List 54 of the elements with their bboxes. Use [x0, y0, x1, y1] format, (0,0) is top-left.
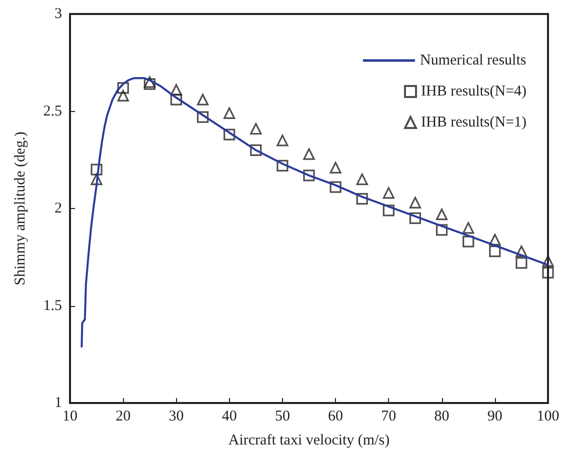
point: [196, 94, 209, 106]
x-tick-label: 40: [222, 408, 237, 424]
point: [489, 245, 501, 258]
y-tick-label: 3: [54, 6, 62, 22]
x-axis-title: Aircraft taxi velocity (m/s): [228, 432, 390, 448]
point: [90, 164, 102, 176]
x-tick-label: 70: [381, 408, 396, 424]
point: [90, 174, 102, 186]
x-tick-label: 100: [536, 408, 560, 424]
point: [170, 84, 182, 96]
point: [276, 134, 288, 146]
point: [224, 107, 236, 119]
x-tick-label: 60: [328, 408, 344, 424]
legend-label: Numerical results: [420, 52, 526, 68]
point: [250, 144, 262, 156]
point: [250, 122, 262, 135]
x-tick-label: 50: [274, 408, 290, 424]
point: [409, 212, 422, 224]
point: [276, 160, 288, 172]
point: [356, 192, 368, 205]
point: [542, 255, 554, 267]
point: [170, 94, 182, 106]
point: [196, 111, 209, 123]
legend-label: IHB results(N=1): [421, 114, 527, 130]
point: [516, 245, 528, 258]
point: [436, 224, 448, 236]
point: [462, 222, 474, 234]
point: [542, 266, 554, 278]
point: [489, 234, 501, 246]
point: [516, 257, 528, 269]
point: [117, 90, 129, 102]
y-tick-label: 2.5: [43, 103, 62, 120]
y-tick-label: 1.5: [43, 298, 62, 314]
point: [224, 128, 236, 140]
legend-label: IHB results(N=4): [421, 84, 527, 100]
point: [462, 236, 474, 248]
x-tick-label: 10: [62, 408, 78, 424]
point: [330, 162, 342, 174]
point: [303, 148, 315, 160]
point: [303, 170, 315, 182]
x-tick-label: 20: [116, 408, 131, 424]
point: [117, 82, 129, 94]
point: [382, 204, 394, 216]
y-tick-label: 1: [54, 395, 62, 411]
point: [409, 196, 422, 208]
y-axis-title: Shimmy amplitude (deg.): [12, 132, 28, 286]
x-tick-label: 90: [487, 408, 502, 424]
y-tick-label: 2: [54, 200, 62, 216]
point: [382, 187, 394, 199]
x-tick-label: 30: [168, 408, 184, 424]
point: [330, 181, 342, 193]
x-tick-label: 80: [434, 408, 450, 424]
point: [356, 174, 368, 186]
point: [436, 208, 448, 220]
